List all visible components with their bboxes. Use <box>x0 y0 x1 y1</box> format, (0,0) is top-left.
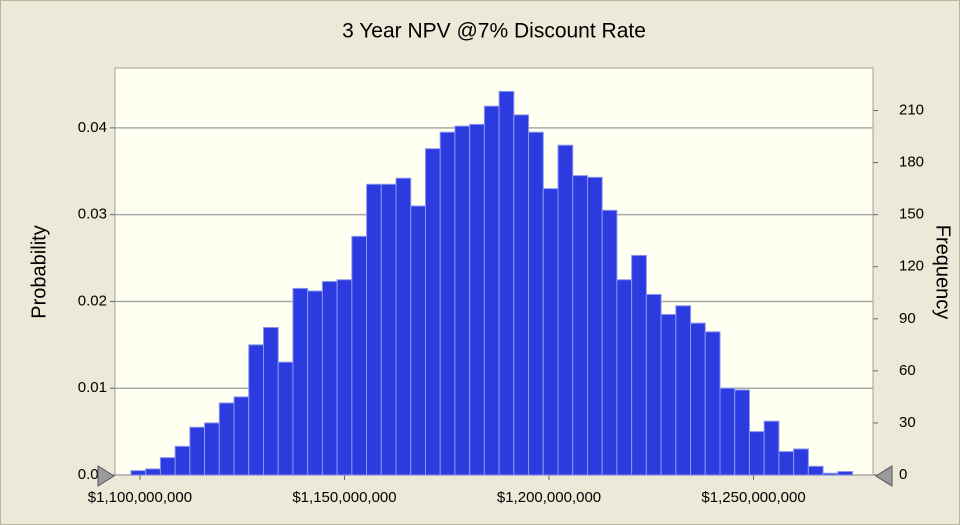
bar <box>277 361 294 476</box>
y-tick-label: 0.04 <box>78 119 107 136</box>
bar <box>586 176 603 476</box>
x-tick-label: $1,100,000,000 <box>88 489 192 506</box>
bar <box>233 396 250 476</box>
bar <box>336 279 353 476</box>
bar <box>778 451 795 476</box>
bar <box>616 279 633 476</box>
bar <box>321 280 338 476</box>
bar <box>542 188 559 476</box>
y-axis-label: Probability <box>28 225 50 318</box>
right-slider <box>875 465 893 487</box>
bar <box>528 131 544 476</box>
y2-tick-label: 210 <box>899 101 924 118</box>
bar <box>307 290 323 476</box>
marks: 0.000.010.020.030.040306090120150180210$… <box>78 90 924 506</box>
bar <box>807 465 824 476</box>
y-tick-label: 0.03 <box>78 206 107 223</box>
bar <box>469 123 485 476</box>
bar <box>248 344 264 476</box>
bar <box>424 148 441 476</box>
bar <box>763 420 780 476</box>
bar <box>351 235 368 476</box>
x-tick-label: $1,200,000,000 <box>497 489 601 506</box>
bar <box>262 326 279 476</box>
bar <box>690 322 706 476</box>
bar <box>748 431 765 476</box>
bar <box>822 472 839 476</box>
bar <box>410 205 426 476</box>
bar <box>793 448 809 476</box>
y-tick-label: 0.01 <box>78 379 107 396</box>
bar <box>145 468 161 476</box>
bar <box>454 125 471 476</box>
bar <box>837 471 854 476</box>
y2-tick-label: 0 <box>899 466 907 483</box>
bar <box>189 426 206 476</box>
y2-tick-label: 90 <box>899 310 916 327</box>
bar <box>218 402 235 476</box>
bar <box>704 331 721 476</box>
y2-tick-label: 30 <box>899 414 916 431</box>
bar <box>719 387 736 476</box>
y2-tick-label: 180 <box>899 154 924 171</box>
left-slider <box>97 465 115 487</box>
bar <box>513 114 530 476</box>
bar <box>159 457 176 476</box>
bar <box>204 422 220 476</box>
bar <box>557 144 574 476</box>
bar <box>130 470 147 476</box>
bar <box>572 175 588 476</box>
bar <box>380 183 397 476</box>
y2-tick-label: 150 <box>899 206 924 223</box>
x-tick-label: $1,150,000,000 <box>292 489 396 506</box>
x-tick-label: $1,250,000,000 <box>701 489 805 506</box>
bar <box>174 445 191 476</box>
bar <box>366 183 382 476</box>
bar <box>292 287 309 476</box>
bar <box>483 105 500 476</box>
y2-tick-label: 60 <box>899 362 916 379</box>
bar <box>498 90 515 476</box>
bar <box>395 177 412 476</box>
y2-axis-label: Frequency <box>932 225 954 320</box>
bar <box>675 305 692 476</box>
y2-tick-label: 120 <box>899 258 924 275</box>
bar <box>645 293 662 476</box>
y-tick-label: 0.02 <box>78 292 107 309</box>
bar <box>439 131 456 476</box>
chart-title: 3 Year NPV @7% Discount Rate <box>342 20 646 43</box>
bar <box>631 254 647 476</box>
bar <box>601 209 618 476</box>
bar <box>734 389 750 476</box>
bar <box>660 313 677 476</box>
